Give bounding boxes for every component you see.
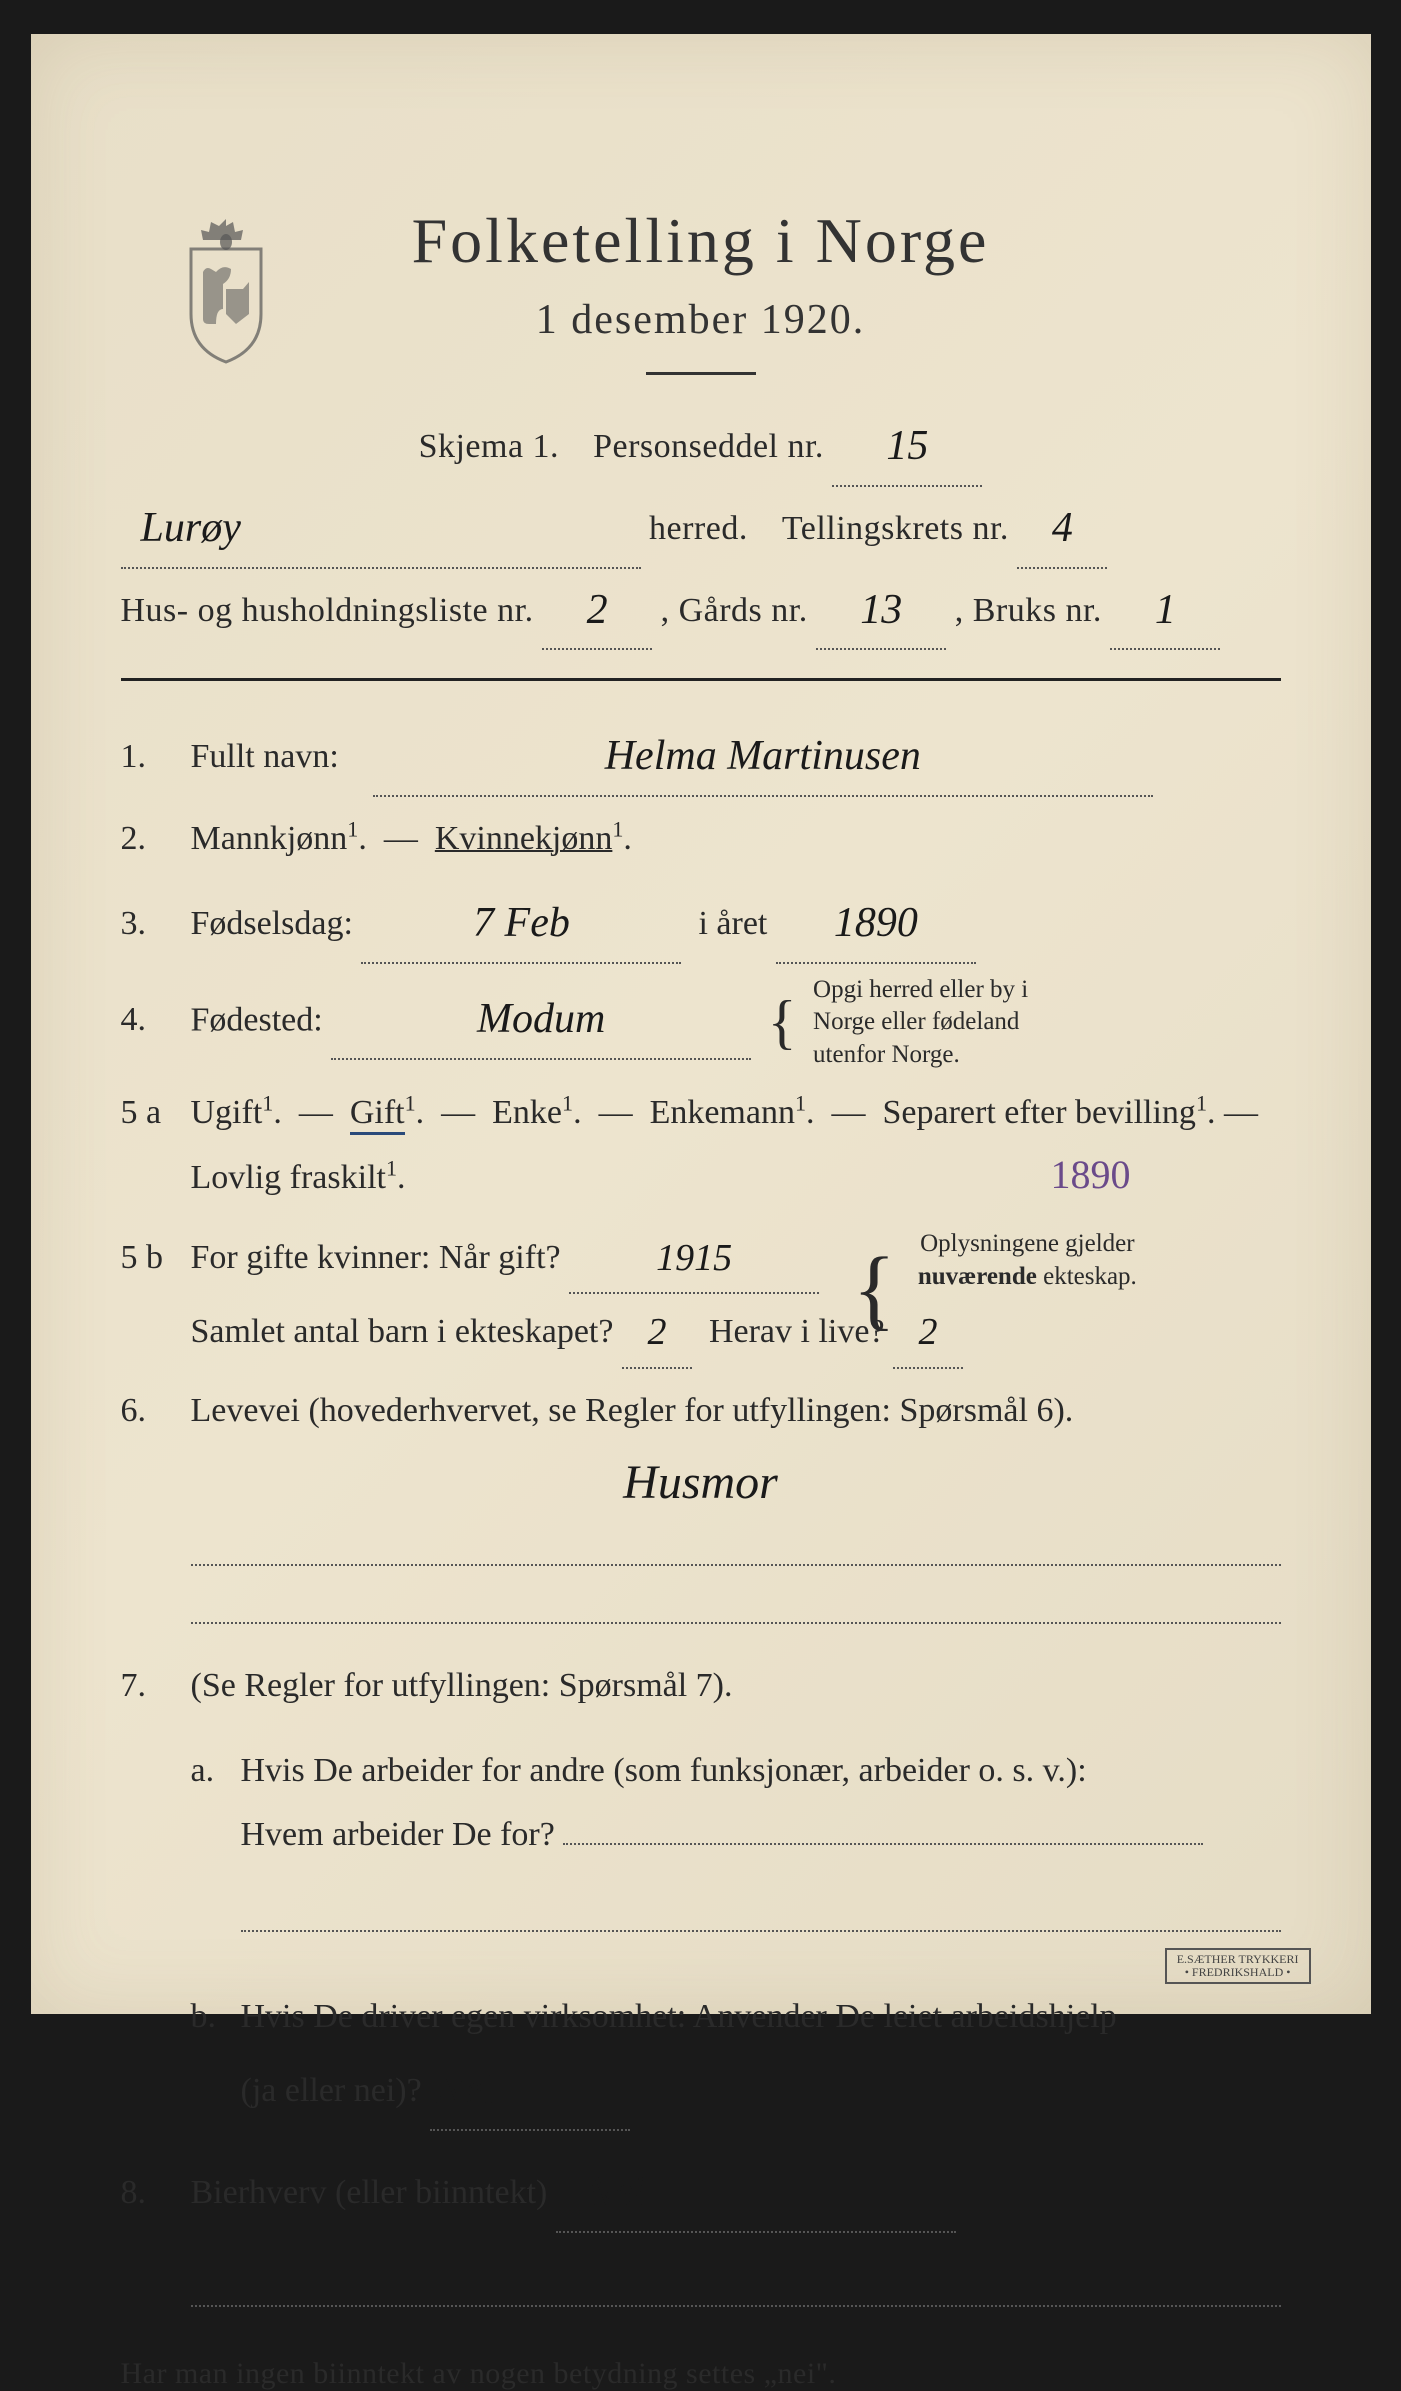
printer-stamp: E.SÆTHER TRYKKERI • FREDRIKSHALD • (1165, 1948, 1311, 1984)
q7-label: (Se Regler for utfyllingen: Spørsmål 7). (191, 1667, 733, 1704)
footer-note: Har man ingen biinntekt av nogen betydni… (121, 2357, 1281, 2391)
q8-label: Bierhverv (eller biinntekt) (191, 2174, 548, 2211)
q5b-sidenote: Oplysningene gjelder nuværende ekteskap. (912, 1227, 1142, 1295)
q7a-marker: a. (191, 1739, 241, 1955)
question-5b: 5 b For gifte kvinner: Når gift? 1915 { … (121, 1220, 1281, 1368)
q7b-marker: b. (191, 1985, 241, 2131)
title-block: Folketelling i Norge 1 desember 1920. (121, 204, 1281, 375)
herred-value: Lurøy (141, 505, 241, 551)
main-title: Folketelling i Norge (121, 204, 1281, 278)
q3-label: Fødselsdag: (191, 905, 353, 942)
coat-of-arms-icon (171, 214, 281, 364)
q3-year-label: i året (698, 905, 767, 942)
q6-value: Husmor (623, 1456, 778, 1509)
q5a-text: Ugift1. — Gift1. — Enke1. — Enkemann1. —… (191, 1094, 1258, 1131)
husliste-label: Hus- og husholdningsliste nr. (121, 592, 534, 629)
question-8: 8. Bierhverv (eller biinntekt) Nei (121, 2151, 1281, 2233)
question-3: 3. Fødselsdag: 7 Feb i året 1890 (121, 882, 1281, 964)
q6-label: Levevei (hovederhvervet, se Regler for u… (191, 1392, 1074, 1429)
q4-sidenote: Opgi herred eller by i Norge eller fødel… (813, 974, 1093, 1072)
skjema-line: Skjema 1. Personseddel nr. 15 (121, 405, 1281, 487)
q4-num: 4. (121, 1001, 191, 1039)
gards-value: 13 (860, 587, 902, 633)
title-divider (646, 372, 756, 375)
q7a-text2: Hvem arbeider De for? (241, 1816, 555, 1853)
q5b-label1: For gifte kvinner: Når gift? (191, 1239, 561, 1276)
q5b-year: 1915 (656, 1237, 732, 1279)
q5a-num: 5 a (121, 1094, 191, 1132)
bruks-label: , Bruks nr. (955, 592, 1102, 629)
q8-num: 8. (121, 2174, 191, 2212)
q7b-text2: (ja eller nei)? (241, 2072, 422, 2109)
q8-value: Nei (586, 2169, 644, 2215)
q1-value: Helma Martinusen (605, 733, 921, 779)
herred-label: herred. (649, 510, 748, 547)
stamp-line1: E.SÆTHER TRYKKERI (1177, 1953, 1299, 1966)
husliste-value: 2 (587, 587, 608, 633)
q3-num: 3. (121, 905, 191, 943)
gards-label: , Gårds nr. (661, 592, 808, 629)
q5b-children: 2 (647, 1311, 666, 1353)
dotted-line (191, 2273, 1281, 2307)
q1-num: 1. (121, 738, 191, 776)
question-6: 6. Levevei (hovederhvervet, se Regler fo… (121, 1379, 1281, 1444)
q7b-text1: Hvis De driver egen virksomhet: Anvender… (241, 1998, 1117, 2035)
tellingskrets-value: 4 (1052, 505, 1073, 551)
question-2: 2. Mannkjønn1. — Kvinnekjønn1. (121, 807, 1281, 872)
q7b-value: Nei (436, 2067, 494, 2113)
q5b-num: 5 b (121, 1239, 191, 1277)
q6-value-line: Husmor (121, 1453, 1281, 1508)
q5b-label2: Samlet antal barn i ekteskapet? (191, 1313, 614, 1350)
q2-text: Mannkjønn1. — Kvinnekjønn1. (191, 820, 632, 857)
brace-icon: { (768, 1004, 797, 1040)
herred-line: Lurøy herred. Tellingskrets nr. 4 (121, 487, 1281, 569)
question-7: 7. (Se Regler for utfyllingen: Spørsmål … (121, 1654, 1281, 2131)
q4-value: Modum (477, 996, 605, 1042)
subtitle: 1 desember 1920. (121, 296, 1281, 344)
husliste-line: Hus- og husholdningsliste nr. 2 , Gårds … (121, 569, 1281, 651)
q5a-annotation: 1890 (1051, 1137, 1131, 1213)
brace-icon: { (853, 1263, 896, 1317)
q1-label: Fullt navn: (191, 738, 339, 775)
q5b-alive: 2 (919, 1311, 938, 1353)
dotted-line (191, 1532, 1281, 1566)
question-1: 1. Fullt navn: Helma Martinusen (121, 715, 1281, 797)
q7a-text1: Hvis De arbeider for andre (som funksjon… (241, 1752, 1087, 1789)
stamp-line2: • FREDRIKSHALD • (1177, 1966, 1299, 1979)
dotted-line (191, 1590, 1281, 1624)
q5a-text2: Lovlig fraskilt1. (191, 1159, 406, 1196)
q4-label: Fødested: (191, 1001, 323, 1038)
census-form-page: Folketelling i Norge 1 desember 1920. Sk… (31, 34, 1371, 2014)
q7-num: 7. (121, 1667, 191, 1705)
question-5a: 5 a Ugift1. — Gift1. — Enke1. — Enkemann… (121, 1081, 1281, 1210)
personseddel-label: Personseddel nr. (593, 428, 824, 465)
q3-day: 7 Feb (473, 900, 570, 946)
skjema-label: Skjema 1. (419, 428, 559, 465)
q3-year: 1890 (834, 900, 918, 946)
personseddel-value: 15 (886, 423, 928, 469)
q6-num: 6. (121, 1392, 191, 1430)
tellingskrets-label: Tellingskrets nr. (782, 510, 1009, 547)
header-divider (121, 678, 1281, 681)
q2-num: 2. (121, 820, 191, 858)
bruks-value: 1 (1155, 587, 1176, 633)
question-4: 4. Fødested: Modum { Opgi herred eller b… (121, 974, 1281, 1072)
